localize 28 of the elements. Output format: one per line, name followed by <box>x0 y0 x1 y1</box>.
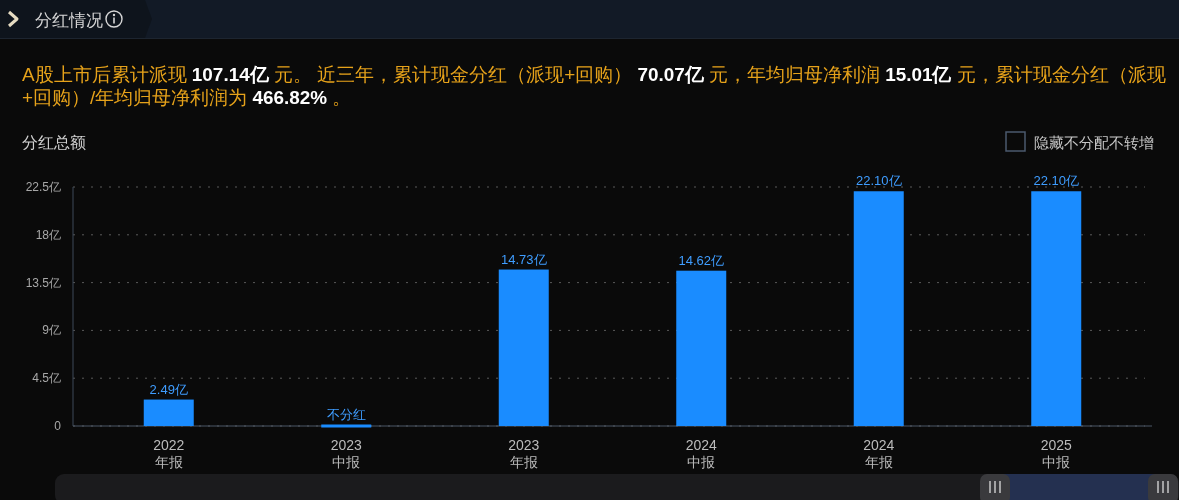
text: 隐藏不分配不转增 <box>1034 134 1154 151</box>
x-tick-label: 2023 年报 <box>508 437 540 470</box>
data-label: 2.49亿 <box>149 381 188 397</box>
x-tick-label: 2024 年报 <box>863 437 895 470</box>
y-tick-label: 18亿 <box>35 227 61 242</box>
y-tick-label: 13.5亿 <box>25 275 61 290</box>
bar <box>853 191 904 426</box>
y-tick-label: 9亿 <box>42 323 61 338</box>
bar <box>498 269 549 426</box>
data-label: 不分红 <box>326 406 366 422</box>
x-tick-label: 2023 中报 <box>330 437 363 470</box>
y-tick-label: 0 <box>54 419 62 433</box>
bar <box>143 399 194 426</box>
bar <box>1031 191 1082 426</box>
chart-title: 分红情况 <box>35 11 103 30</box>
text: A股上市后累计派现 107.14亿 元。 近三年，累计现金分红（派现+回购） 70.07亿 元，年均归母净利润 15.01亿 元，累计现金分红（派现+回购）/年均归母净利润为 466.82% 。 <box>22 64 1166 108</box>
x-tick-label: 2022 年报 <box>153 437 185 470</box>
data-label: 14.62亿 <box>678 252 725 268</box>
bar <box>676 270 727 426</box>
data-label: 14.73亿 <box>500 251 547 267</box>
chart-subtitle: 分红总额 <box>22 134 86 151</box>
data-label: 22.10亿 <box>1033 173 1080 189</box>
bar <box>321 424 372 428</box>
y-tick-label: 22.5亿 <box>25 180 61 194</box>
y-tick-label: 4.5亿 <box>32 371 61 386</box>
data-label: 22.10亿 <box>855 173 902 189</box>
x-tick-label: 2025 中报 <box>1040 437 1073 470</box>
x-tick-label: 2024 中报 <box>685 437 718 470</box>
